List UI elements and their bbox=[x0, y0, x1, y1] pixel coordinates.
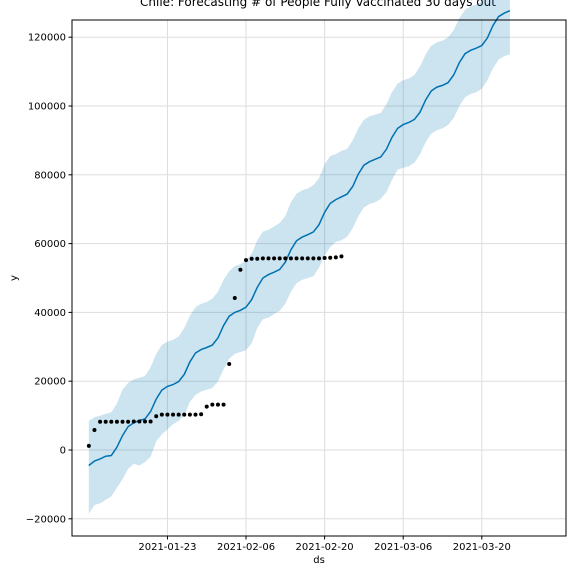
observed-point bbox=[98, 419, 103, 424]
observed-point bbox=[221, 402, 226, 407]
observed-point bbox=[249, 256, 254, 261]
observed-point bbox=[317, 256, 321, 261]
observed-point bbox=[199, 412, 204, 417]
plot-frame bbox=[71, 19, 567, 537]
y-tick-label: 40000 bbox=[34, 308, 66, 319]
observed-point bbox=[142, 419, 147, 424]
observed-point bbox=[339, 254, 344, 259]
observed-point bbox=[137, 419, 142, 424]
x-axis-title: ds bbox=[313, 555, 325, 566]
observed-point bbox=[103, 419, 108, 424]
grid bbox=[72, 20, 566, 536]
observed-point bbox=[244, 258, 249, 263]
observed-point bbox=[333, 255, 338, 260]
y-tick-label: 120000 bbox=[28, 33, 66, 44]
y-axis-ticks: −20000 0 20000 40000 60000 80000 100000 120000 bbox=[26, 33, 72, 525]
uncertainty-interval-band bbox=[88, 0, 510, 514]
observed-point bbox=[322, 256, 327, 261]
observed-point bbox=[187, 412, 192, 417]
x-tick-label: 2021-03-20 bbox=[453, 542, 511, 553]
chart-title: Chile: Forecasting # of People Fully Vac… bbox=[140, 0, 496, 9]
x-tick-label: 2021-01-23 bbox=[138, 542, 196, 553]
observed-point bbox=[300, 256, 305, 261]
observed-point bbox=[204, 404, 209, 409]
observed-point bbox=[109, 419, 114, 424]
observed-point bbox=[328, 255, 333, 260]
y-tick-label: 60000 bbox=[34, 239, 66, 250]
observed-point bbox=[159, 412, 164, 417]
y-tick-label: 0 bbox=[60, 446, 66, 457]
observed-point bbox=[148, 419, 153, 424]
observed-point bbox=[255, 256, 260, 261]
observed-point bbox=[294, 256, 299, 261]
y-axis-title: y bbox=[9, 275, 20, 281]
observed-point bbox=[92, 428, 97, 433]
observed-point bbox=[277, 256, 282, 261]
observed-point bbox=[266, 256, 271, 261]
observed-point bbox=[283, 256, 288, 261]
x-axis-ticks: 2021-01-23 2021-02-06 2021-02-20 2021-03-06… bbox=[138, 536, 511, 553]
observed-point bbox=[215, 402, 220, 407]
observed-point bbox=[232, 295, 237, 300]
y-tick-label: 100000 bbox=[28, 102, 66, 113]
observed-point bbox=[171, 412, 176, 417]
observed-point bbox=[126, 419, 131, 424]
observed-point bbox=[311, 256, 316, 261]
forecast-line bbox=[88, 10, 511, 467]
observed-point bbox=[227, 362, 232, 366]
observed-point bbox=[272, 256, 277, 261]
y-tick-label: 20000 bbox=[34, 377, 66, 388]
observed-point bbox=[165, 412, 170, 417]
observed-point bbox=[86, 443, 91, 448]
observed-point bbox=[182, 412, 187, 417]
y-tick-label: −20000 bbox=[26, 514, 66, 525]
observed-point bbox=[288, 256, 293, 261]
observed-point bbox=[238, 267, 243, 272]
observed-point bbox=[176, 412, 181, 417]
observed-point bbox=[154, 414, 159, 419]
x-tick-label: 2021-03-06 bbox=[374, 542, 432, 553]
observed-point bbox=[114, 419, 119, 424]
observed-point bbox=[120, 419, 125, 424]
observed-point bbox=[131, 419, 136, 424]
observed-point bbox=[210, 402, 215, 407]
x-tick-label: 2021-02-20 bbox=[296, 542, 354, 553]
y-tick-label: 80000 bbox=[34, 170, 66, 181]
observed-point bbox=[260, 256, 265, 261]
x-tick-label: 2021-02-06 bbox=[217, 542, 275, 553]
observed-points bbox=[86, 254, 344, 448]
observed-point bbox=[193, 412, 198, 417]
observed-point bbox=[305, 256, 310, 261]
